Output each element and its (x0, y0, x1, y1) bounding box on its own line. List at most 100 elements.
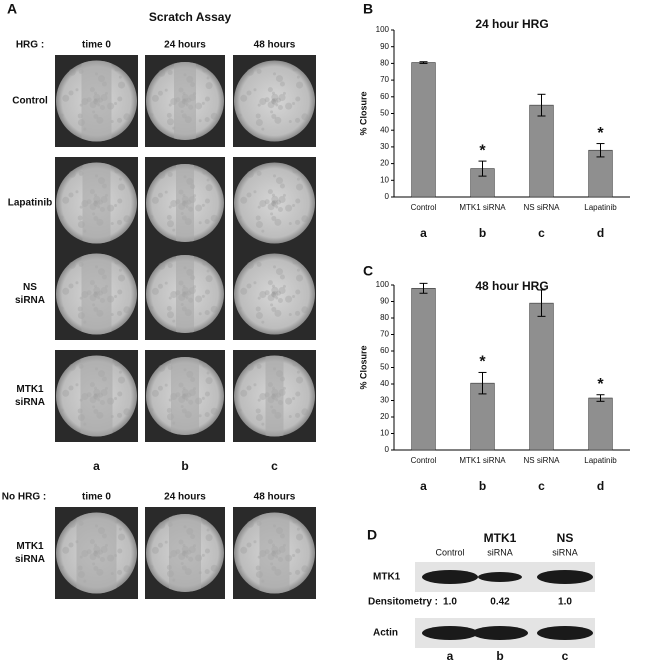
y-tick-label: 50 (380, 109, 389, 118)
cell-texture (271, 93, 279, 101)
cell-texture (271, 113, 277, 119)
cell-texture (62, 546, 70, 554)
x-tick-label: Control (411, 203, 437, 212)
scratch-image (233, 157, 316, 249)
cell-texture (62, 94, 70, 102)
cell-texture (206, 371, 210, 375)
cell-texture (276, 199, 282, 205)
cell-texture (285, 204, 293, 212)
cell-texture (151, 546, 159, 554)
cell-texture (272, 98, 276, 102)
y-tick-label: 0 (385, 192, 390, 201)
y-tick-label: 80 (380, 313, 389, 322)
lane-label: NS (557, 531, 574, 545)
blot-band (537, 570, 593, 584)
group-letter: c (538, 226, 545, 240)
cell-texture (158, 364, 166, 372)
cell-texture (170, 199, 178, 207)
cell-texture (246, 192, 252, 198)
cell-texture (255, 408, 261, 414)
cell-texture (60, 215, 64, 219)
cell-texture (296, 268, 300, 272)
cell-texture (256, 170, 262, 176)
cell-texture (271, 215, 277, 221)
scratch-gap (76, 512, 117, 594)
cell-texture (151, 287, 159, 295)
cell-texture (75, 190, 79, 194)
cell-texture (62, 389, 70, 397)
cell-texture (264, 97, 270, 103)
cell-texture (270, 303, 274, 307)
y-tick-label: 100 (376, 280, 390, 289)
cell-texture (114, 66, 120, 72)
cell-texture (68, 261, 76, 269)
cell-texture (114, 102, 118, 106)
cell-texture (117, 569, 123, 575)
cell-texture (114, 361, 120, 367)
cell-texture (77, 215, 83, 221)
panel-title: Scratch Assay (149, 10, 232, 24)
cell-texture (277, 206, 283, 212)
cell-texture (117, 198, 123, 204)
panel-label: D (367, 527, 377, 543)
cell-texture (118, 527, 122, 531)
y-tick-label: 30 (380, 396, 389, 405)
cell-texture (150, 113, 154, 117)
cell-texture (157, 542, 163, 548)
cell-texture (261, 320, 265, 324)
cell-texture (204, 569, 210, 575)
cell-texture (204, 391, 210, 397)
column-label: time 0 (82, 40, 111, 51)
y-tick-label: 10 (380, 429, 389, 438)
cell-texture (253, 281, 257, 285)
cell-texture (296, 370, 300, 374)
scratch-image (145, 55, 225, 147)
cell-texture (204, 548, 210, 554)
column-letter: b (181, 459, 188, 473)
lane-letter: c (562, 649, 569, 663)
y-tick-label: 100 (376, 25, 390, 34)
cell-texture (246, 542, 252, 548)
cell-texture (68, 90, 74, 96)
cell-texture (279, 274, 285, 280)
cell-texture (292, 295, 296, 299)
cell-texture (123, 306, 131, 314)
cell-texture (195, 204, 203, 212)
cell-texture (210, 214, 218, 222)
cell-texture (296, 75, 300, 79)
cell-texture (271, 286, 279, 294)
blot-band (478, 572, 522, 582)
cell-texture (150, 215, 154, 219)
row-label: siRNA (15, 397, 45, 408)
cell-texture (202, 67, 208, 73)
x-tick-label: MTK1 siRNA (459, 203, 506, 212)
row-header: No HRG : (2, 492, 46, 503)
cell-texture (255, 215, 261, 221)
cell-texture (261, 229, 265, 233)
cell-texture (114, 168, 120, 174)
column-label: 48 hours (254, 492, 296, 503)
cell-texture (276, 290, 282, 296)
cell-texture (117, 117, 123, 123)
scratch-image (145, 248, 225, 340)
cell-texture (150, 408, 154, 412)
blot-band (422, 626, 478, 640)
cell-texture (150, 565, 154, 569)
group-letter: b (479, 226, 486, 240)
lane-letter: b (496, 649, 503, 663)
group-letter: c (538, 479, 545, 493)
cell-texture (164, 281, 168, 285)
cell-texture (117, 548, 123, 554)
cell-texture (292, 168, 298, 174)
significance-mark: * (479, 142, 486, 159)
row-label: siRNA (15, 295, 45, 306)
panel-label: B (363, 1, 373, 17)
cell-texture (164, 383, 168, 387)
cell-texture (275, 296, 279, 300)
cell-texture (271, 306, 277, 312)
cell-texture (279, 81, 285, 87)
cell-texture (277, 104, 283, 110)
cell-texture (271, 98, 277, 104)
cell-texture (164, 88, 168, 92)
cell-texture (276, 97, 282, 103)
